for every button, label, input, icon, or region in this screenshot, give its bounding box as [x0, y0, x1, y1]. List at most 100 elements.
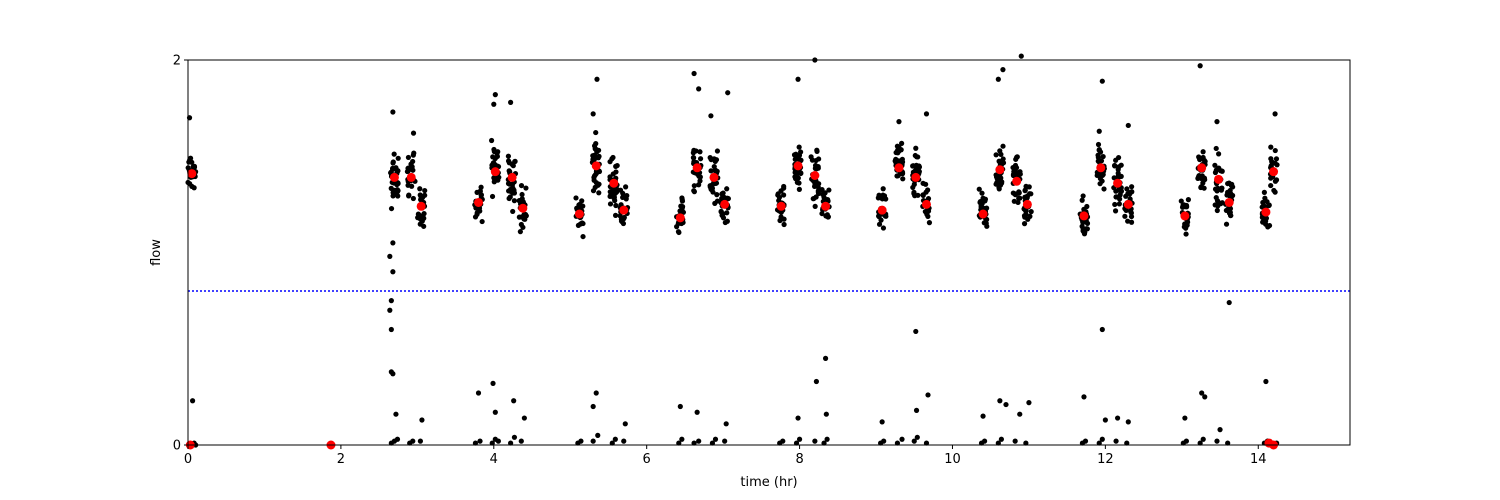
data-point — [823, 213, 829, 219]
data-point — [410, 195, 416, 202]
data-point — [1195, 175, 1201, 182]
data-point — [691, 70, 697, 77]
data-point — [523, 185, 529, 191]
data-point — [1016, 189, 1022, 195]
data-point — [915, 192, 921, 198]
data-point — [822, 190, 828, 196]
data-point — [405, 154, 412, 161]
data-point — [697, 178, 703, 184]
data-point — [995, 440, 1001, 446]
data-point — [1099, 436, 1105, 442]
data-point — [579, 220, 585, 226]
data-point — [1212, 202, 1218, 208]
data-point — [1081, 394, 1087, 400]
data-point — [913, 407, 920, 413]
data-point — [573, 195, 579, 201]
data-point — [694, 409, 700, 415]
data-point — [1214, 207, 1220, 214]
data-point — [494, 175, 500, 181]
x-tick-label: 0 — [184, 452, 192, 467]
data-point — [1263, 378, 1269, 385]
data-point — [419, 417, 425, 423]
data-point — [713, 168, 719, 174]
data-point — [1117, 196, 1123, 202]
data-point — [1181, 202, 1187, 208]
data-point — [505, 158, 512, 164]
data-point — [395, 193, 401, 199]
x-axis-label: time (hr) — [740, 475, 797, 490]
data-point — [594, 76, 600, 82]
data-point — [1262, 195, 1268, 201]
data-point — [1021, 221, 1028, 227]
data-point — [1000, 143, 1006, 149]
data-point — [1183, 438, 1189, 444]
data-point — [780, 438, 786, 444]
mean-point — [720, 199, 730, 209]
data-point — [491, 101, 497, 107]
data-point — [580, 233, 586, 240]
data-point — [1178, 198, 1184, 204]
data-point — [189, 159, 195, 165]
data-point — [1112, 201, 1118, 208]
data-point — [984, 216, 990, 223]
data-point — [596, 190, 602, 196]
data-point — [488, 137, 495, 144]
data-point — [388, 369, 394, 375]
data-point — [813, 378, 820, 385]
data-point — [895, 159, 901, 165]
data-point — [881, 438, 887, 444]
data-point — [1272, 178, 1279, 184]
data-point — [725, 90, 731, 96]
data-point — [505, 153, 511, 159]
data-point — [1096, 128, 1102, 134]
data-point — [1198, 184, 1204, 191]
data-point — [479, 218, 485, 225]
data-point — [1081, 231, 1088, 237]
data-point — [776, 197, 782, 204]
mean-point — [187, 169, 197, 179]
mean-point — [1269, 167, 1279, 177]
data-point — [899, 140, 905, 146]
data-point — [521, 216, 527, 222]
data-point — [492, 92, 498, 98]
data-point — [1273, 156, 1280, 162]
data-point — [1272, 111, 1278, 117]
data-point — [406, 192, 412, 198]
data-point — [900, 176, 906, 182]
data-point — [691, 155, 697, 161]
data-point — [812, 203, 818, 209]
data-point — [593, 390, 599, 396]
data-point — [710, 189, 716, 195]
data-point — [916, 168, 922, 175]
data-point — [809, 157, 816, 163]
data-point — [812, 438, 818, 444]
data-point — [679, 195, 685, 201]
data-point — [1226, 180, 1232, 186]
data-point — [1214, 119, 1220, 125]
data-point — [517, 229, 523, 235]
data-point — [577, 201, 583, 207]
data-point — [691, 183, 697, 189]
data-point — [590, 111, 596, 117]
mean-point — [1123, 199, 1133, 209]
data-point — [825, 196, 831, 203]
data-point — [879, 419, 885, 425]
data-point — [510, 208, 516, 215]
mean-point — [1113, 178, 1123, 188]
data-point — [696, 86, 702, 92]
data-point — [796, 180, 802, 186]
y-axis: 02 — [173, 54, 188, 454]
data-point — [613, 169, 619, 175]
data-point — [924, 208, 930, 214]
mean-point — [1224, 197, 1234, 207]
mean-point — [995, 165, 1005, 175]
data-point — [391, 151, 397, 157]
raw-points — [185, 53, 1280, 448]
data-point — [1218, 187, 1224, 193]
data-point — [620, 190, 626, 196]
data-point — [796, 436, 803, 442]
data-point — [622, 421, 628, 427]
data-point — [1213, 145, 1219, 152]
data-point — [1214, 188, 1220, 194]
x-axis: 0 2 4 6 8 10 12 14 — [184, 445, 1267, 467]
